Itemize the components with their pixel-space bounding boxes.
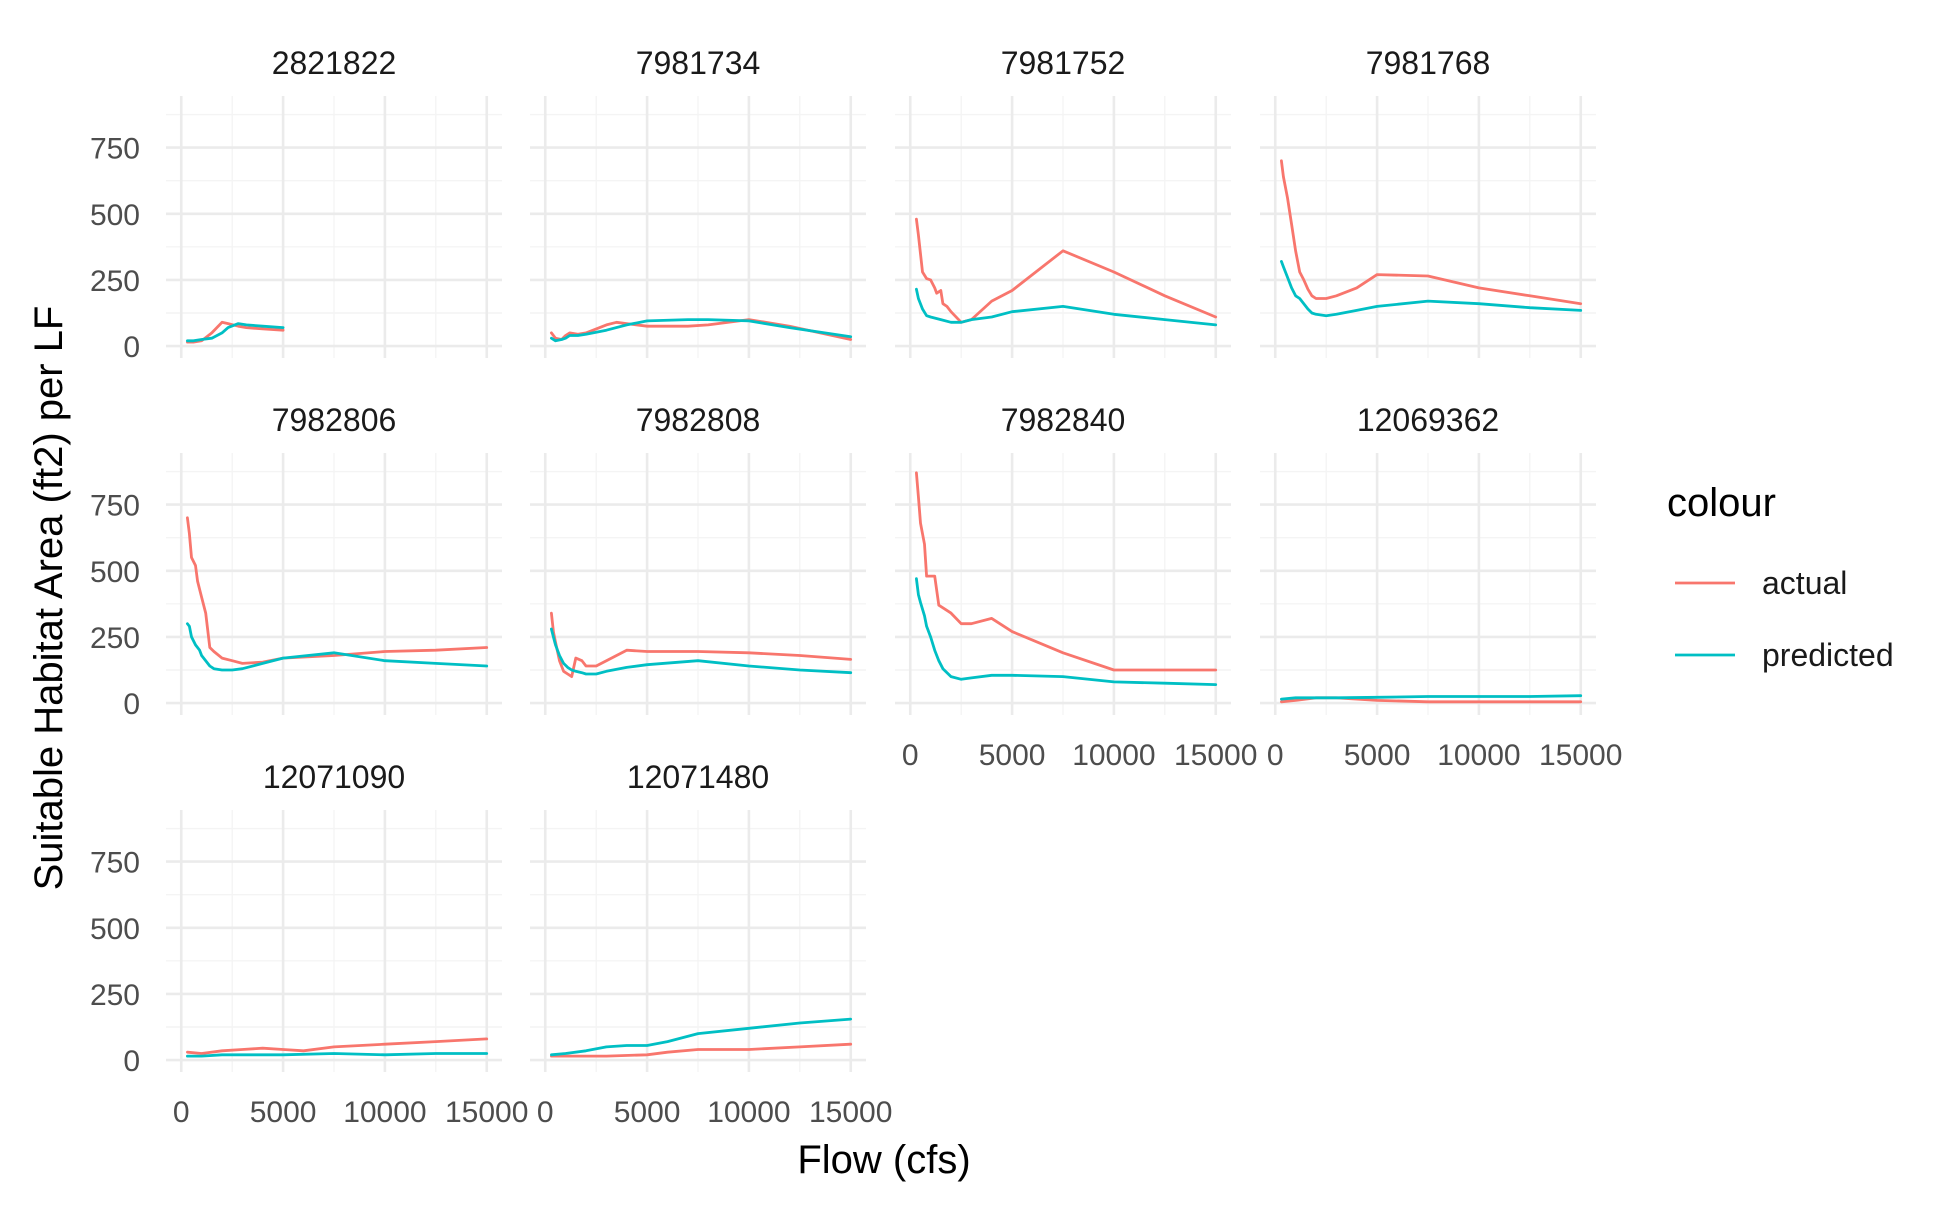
x-tick-label: 15000	[1174, 739, 1257, 772]
y-tick-label: 750	[90, 847, 140, 880]
x-tick-label: 5000	[614, 1096, 681, 1129]
series-line-predicted	[550, 1017, 853, 1057]
y-tick-label: 750	[90, 490, 140, 523]
y-tick-label: 250	[90, 979, 140, 1012]
series-line-predicted	[915, 287, 1218, 327]
series-line-predicted	[550, 318, 853, 343]
series-line-predicted	[1280, 259, 1583, 318]
y-tick-label: 0	[123, 331, 140, 364]
legend-label: predicted	[1762, 637, 1894, 673]
panel-title: 12069362	[1357, 402, 1499, 438]
panel-title: 7982840	[1001, 402, 1126, 438]
legend-label: actual	[1762, 565, 1847, 601]
series-line-predicted	[185, 1052, 489, 1058]
x-axis-title: Flow (cfs)	[797, 1138, 970, 1182]
series-line-actual	[550, 1042, 853, 1058]
y-tick-label: 500	[90, 199, 140, 232]
panel-title: 7982808	[636, 402, 761, 438]
x-tick-label: 15000	[445, 1096, 528, 1129]
series-line-actual	[1280, 159, 1583, 306]
panel-title: 7982806	[272, 402, 397, 438]
series-line-actual	[185, 516, 489, 665]
y-tick-label: 250	[90, 622, 140, 655]
x-tick-label: 10000	[1437, 739, 1520, 772]
series-line-actual	[915, 471, 1218, 672]
x-tick-label: 10000	[707, 1096, 790, 1129]
legend-title: colour	[1667, 481, 1776, 525]
series-line-actual	[915, 217, 1218, 324]
panel-title: 7981734	[636, 45, 761, 81]
panel-title: 12071090	[263, 759, 405, 795]
x-tick-label: 15000	[809, 1096, 892, 1129]
x-tick-label: 15000	[1539, 739, 1622, 772]
x-tick-label: 0	[1267, 739, 1284, 772]
x-tick-label: 0	[902, 739, 919, 772]
x-tick-label: 5000	[979, 739, 1046, 772]
panel-title: 7981752	[1001, 45, 1126, 81]
y-tick-label: 250	[90, 265, 140, 298]
y-tick-label: 750	[90, 133, 140, 166]
x-tick-label: 5000	[250, 1096, 317, 1129]
series-line-predicted	[185, 322, 285, 343]
y-tick-label: 0	[123, 688, 140, 721]
series-line-predicted	[550, 627, 853, 676]
panel-title: 2821822	[272, 45, 397, 81]
x-tick-label: 10000	[1072, 739, 1155, 772]
x-tick-label: 0	[537, 1096, 554, 1129]
x-tick-label: 5000	[1344, 739, 1411, 772]
series-line-actual	[185, 1037, 489, 1055]
panel-title: 12071480	[627, 759, 769, 795]
panel-title: 7981768	[1366, 45, 1491, 81]
series-line-actual	[550, 611, 853, 678]
y-tick-label: 0	[123, 1045, 140, 1078]
y-tick-label: 500	[90, 556, 140, 589]
x-tick-label: 0	[173, 1096, 190, 1129]
series-line-predicted	[915, 577, 1218, 686]
series-line-actual	[1280, 696, 1583, 704]
x-tick-label: 10000	[343, 1096, 426, 1129]
series-line-predicted	[185, 622, 489, 672]
y-axis-title: Suitable Habitat Area (ft2) per LF	[27, 306, 71, 891]
series-line-predicted	[1280, 694, 1583, 701]
y-tick-label: 500	[90, 913, 140, 946]
